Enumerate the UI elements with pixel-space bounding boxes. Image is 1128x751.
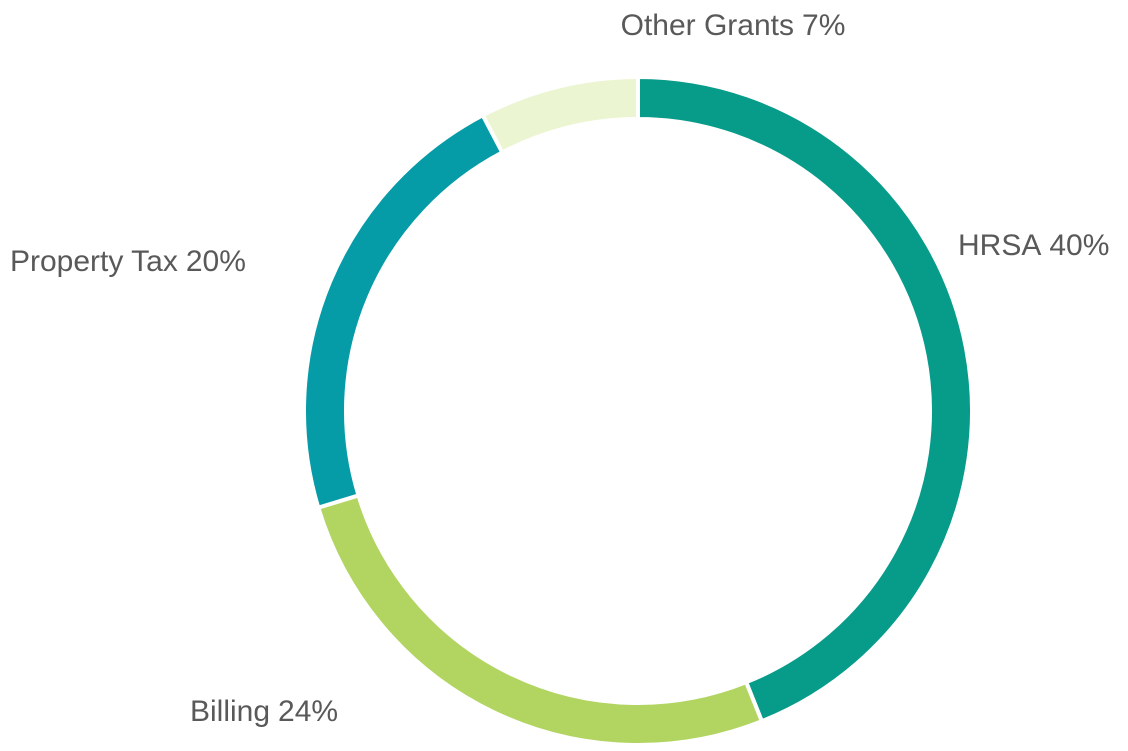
donut-segment — [302, 112, 506, 511]
donut-segment — [315, 492, 765, 747]
value-label: 40% — [1049, 229, 1109, 262]
category-label: HRSA — [958, 229, 1041, 262]
data-label: Property Tax 20% — [10, 245, 246, 278]
donut-segment — [636, 74, 974, 724]
data-label: Other Grants 7% — [621, 9, 846, 42]
value-label: 24% — [278, 695, 338, 728]
category-label: Property Tax — [10, 245, 178, 278]
value-label: 20% — [186, 245, 246, 278]
category-label: Billing — [190, 695, 270, 728]
value-label: 7% — [802, 9, 845, 42]
category-label: Other Grants — [621, 9, 794, 42]
data-label: HRSA 40% — [958, 229, 1109, 262]
donut-segment — [480, 74, 640, 156]
data-label: Billing 24% — [190, 695, 338, 728]
